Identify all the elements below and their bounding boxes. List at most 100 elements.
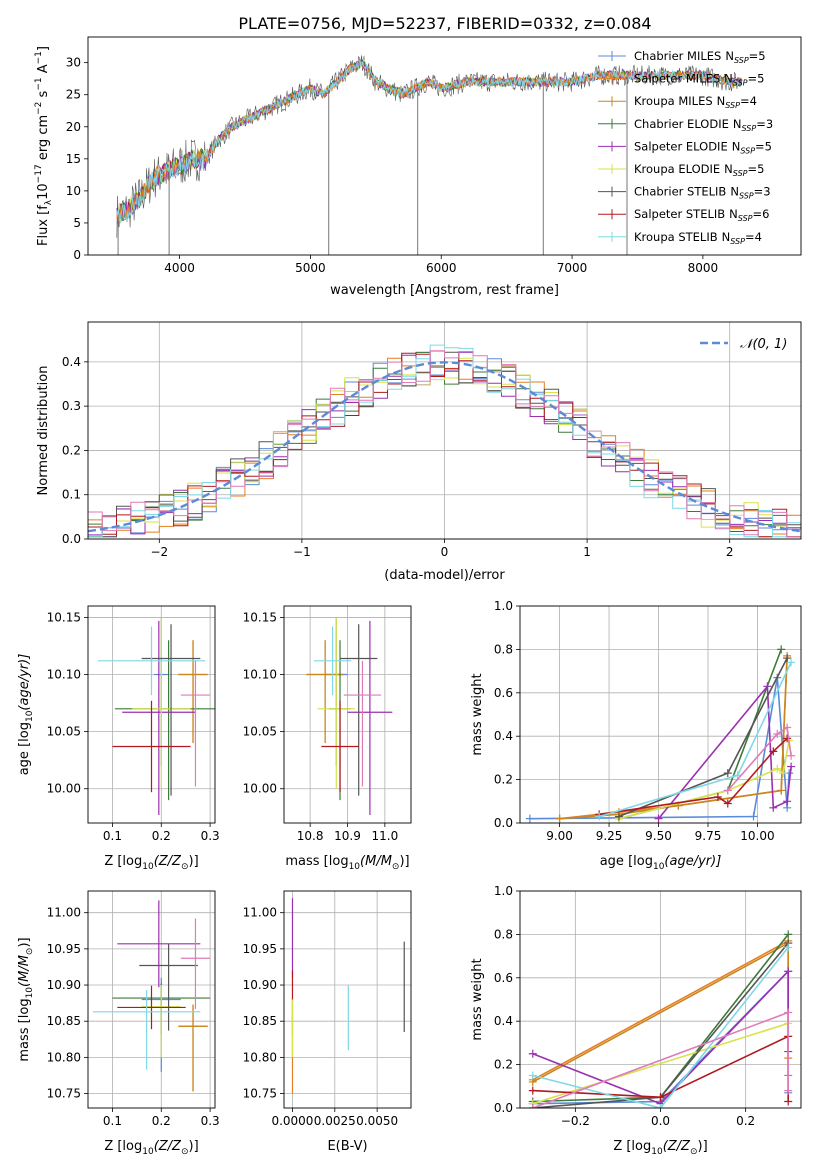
x-tick-label: 0.2 bbox=[736, 1114, 755, 1128]
y-tick-label: 10.75 bbox=[47, 1087, 81, 1101]
y-tick-label: 0.4 bbox=[494, 1014, 513, 1028]
legend-label: Kroupa STELIB NSSP=4 bbox=[634, 230, 762, 246]
axes-frame bbox=[87, 605, 216, 824]
label-part: mass [log bbox=[285, 854, 348, 869]
label-part: N bbox=[733, 117, 742, 131]
y-tick-label: 10.75 bbox=[243, 1087, 277, 1101]
mass-vs-extinction-panel: 0.0000 0.0025 0.0050 10.75 10.80 10.85 10.90 10… bbox=[243, 890, 412, 1154]
histogram-steps bbox=[88, 350, 801, 538]
equals-sign: = bbox=[755, 139, 765, 153]
subscript: 10 bbox=[653, 862, 665, 872]
label-part: N bbox=[725, 49, 734, 63]
x-axis-label: (data-model)/error bbox=[384, 568, 505, 583]
x-tick-label: −0.2 bbox=[561, 1114, 590, 1128]
label-part: (Z/Z bbox=[154, 854, 182, 869]
label-part: (M/M bbox=[360, 854, 392, 869]
subscript: λ bbox=[44, 199, 54, 205]
histogram-steps bbox=[88, 357, 801, 538]
subscript: ⊙ bbox=[690, 1147, 698, 1157]
y-tick-label: 10.95 bbox=[243, 942, 277, 956]
weight-marker bbox=[763, 682, 772, 691]
y-tick-label: 0.6 bbox=[494, 686, 513, 700]
y-tick-label: 10.95 bbox=[47, 942, 81, 956]
subscript: SSP bbox=[725, 101, 740, 110]
x-axis-label: mass [log10(M/M⊙)] bbox=[285, 854, 409, 872]
weight-marker bbox=[779, 769, 788, 778]
x-tick-label: 10.00 bbox=[740, 829, 774, 843]
y-tick-label: 0.0 bbox=[62, 532, 81, 546]
legend-label: 𝒩(0, 1) bbox=[740, 337, 787, 352]
equals-sign: = bbox=[745, 230, 755, 244]
histogram-steps bbox=[88, 350, 801, 538]
subscript: ⊙ bbox=[25, 948, 35, 956]
subscript: 10 bbox=[25, 987, 35, 999]
label-part: (age/yr)] bbox=[664, 854, 721, 869]
x-tick-label: 0.0025 bbox=[314, 1114, 356, 1128]
x-tick-label: −1 bbox=[293, 545, 311, 559]
weight-marker bbox=[769, 747, 778, 756]
weight-marker bbox=[769, 803, 778, 812]
plot-area bbox=[116, 55, 742, 255]
x-tick-label: 10.9 bbox=[334, 829, 361, 843]
weight-marker bbox=[784, 967, 793, 976]
x-tick-label: 9.00 bbox=[546, 829, 573, 843]
x-tick-label: 11.0 bbox=[371, 829, 398, 843]
label-part: 3 bbox=[763, 185, 770, 199]
label-part: Z [log bbox=[104, 854, 142, 869]
weight-marker bbox=[773, 730, 782, 739]
legend-label: Chabrier MILES NSSP=5 bbox=[634, 49, 766, 65]
subscript: SSP bbox=[734, 56, 749, 65]
mass-weight-vs-age-panel: 9.00 9.25 9.50 9.75 10.00 0.0 0.2 0.4 0.6 0.8 1.0 m… bbox=[470, 599, 802, 872]
weight-marker bbox=[723, 769, 732, 778]
y-axis-label: mass [log10(M/M⊙)] bbox=[17, 937, 35, 1061]
label-part: 5 bbox=[758, 49, 765, 63]
label-part: N bbox=[724, 162, 733, 176]
x-tick-label: 0.1 bbox=[103, 1114, 122, 1128]
subscript: SSP bbox=[741, 124, 756, 133]
x-tick-label: 0.0000 bbox=[271, 1114, 313, 1128]
axes-frame bbox=[519, 605, 802, 824]
weight-marker bbox=[787, 751, 796, 760]
weight-line bbox=[532, 1022, 789, 1105]
mass-weight-vs-metallicity-panel: −0.2 0.0 0.2 0.0 0.2 0.4 0.6 0.8 1.0 mass weight Z… bbox=[470, 884, 802, 1157]
label-part: N bbox=[730, 185, 739, 199]
axes-frame bbox=[519, 890, 802, 1109]
superscript: −1 bbox=[34, 51, 44, 64]
legend-label: Chabrier ELODIE NSSP=3 bbox=[634, 117, 773, 133]
y-tick-label: 0.8 bbox=[494, 642, 513, 656]
x-tick-label: 10.8 bbox=[297, 829, 324, 843]
label-part: s bbox=[36, 90, 51, 101]
subscript: SSP bbox=[740, 146, 755, 155]
x-tick-label: 1 bbox=[583, 545, 591, 559]
plot-area bbox=[525, 645, 796, 823]
y-tick-label: 10.80 bbox=[243, 1050, 277, 1064]
superscript: −1 bbox=[34, 77, 44, 90]
legend-label: Kroupa MILES NSSP=4 bbox=[634, 94, 757, 110]
y-tick-label: 11.00 bbox=[47, 906, 81, 920]
label-part: (Z/Z bbox=[154, 1139, 182, 1154]
y-tick-label: 0.1 bbox=[62, 488, 81, 502]
x-tick-label: 0 bbox=[441, 545, 449, 559]
axes-frame bbox=[87, 890, 216, 1109]
label-part: 10 bbox=[36, 183, 51, 200]
y-tick-label: 10.15 bbox=[243, 610, 277, 624]
label-part: 5 bbox=[757, 72, 764, 86]
equals-sign: = bbox=[747, 72, 757, 86]
label-part: Z [log bbox=[613, 1139, 651, 1154]
y-tick-label: 0.0 bbox=[494, 816, 513, 830]
axes-frame bbox=[283, 890, 412, 1109]
y-tick-label: 10.00 bbox=[243, 782, 277, 796]
y-tick-label: 25 bbox=[66, 88, 81, 102]
axes-frame bbox=[283, 605, 412, 824]
label-part: mass [log bbox=[17, 998, 32, 1061]
y-tick-label: 0.0 bbox=[494, 1101, 513, 1115]
subscript: ⊙ bbox=[392, 862, 400, 872]
subscript: SSP bbox=[739, 192, 754, 201]
label-part: Salpeter ELODIE bbox=[634, 139, 728, 153]
x-axis-label: Z [log10(Z/Z⊙)] bbox=[613, 1139, 707, 1157]
y-axis-label: Normed distribution bbox=[36, 366, 51, 496]
legend-label: Chabrier STELIB NSSP=3 bbox=[634, 185, 771, 201]
label-part: N bbox=[722, 230, 731, 244]
